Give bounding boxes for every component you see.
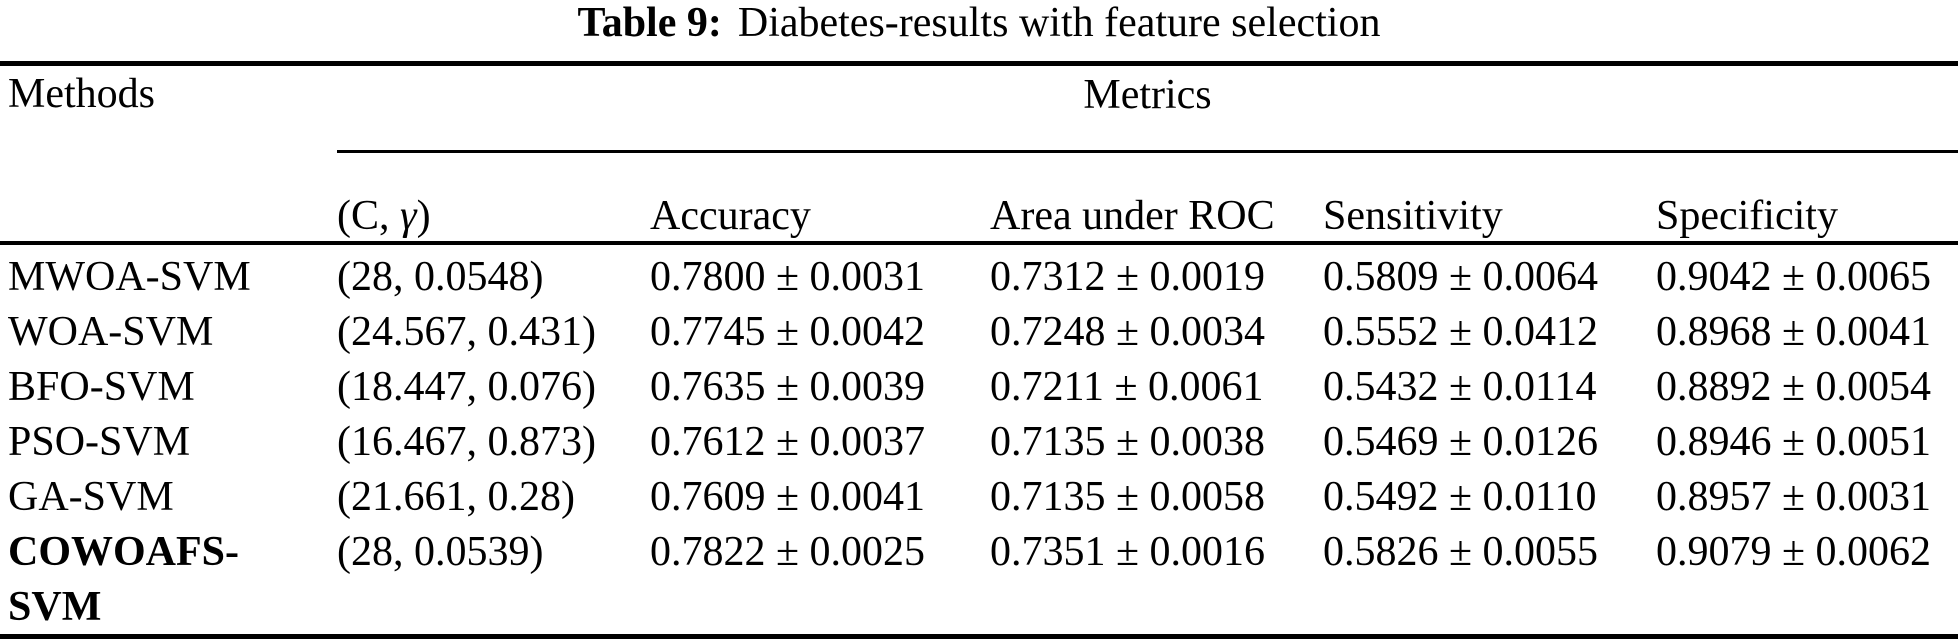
accuracy-cell: 0.7635 ± 0.0039 — [650, 364, 926, 410]
c-gamma-cell: (28, 0.0548) — [337, 254, 544, 300]
method-cell: BFO-SVM — [8, 364, 195, 410]
auc-cell: 0.7211 ± 0.0061 — [990, 364, 1264, 410]
sensitivity-cell: 0.5469 ± 0.0126 — [1323, 419, 1599, 465]
c-gamma-prefix: (C, — [337, 193, 400, 239]
specificity-cell: 0.8957 ± 0.0031 — [1656, 474, 1932, 520]
metrics-underline-rule — [337, 150, 1958, 153]
methods-column-header: Methods — [8, 71, 155, 117]
method-cell: MWOA-SVM — [8, 254, 251, 300]
auc-cell: 0.7248 ± 0.0034 — [990, 309, 1266, 355]
col-header-spacer — [0, 194, 337, 238]
col-header-specificity: Specificity — [1656, 193, 1838, 239]
table-body: MWOA-SVM (28, 0.0548) 0.7800 ± 0.0031 0.… — [0, 250, 1958, 635]
c-gamma-cell: (18.447, 0.076) — [337, 364, 596, 410]
accuracy-cell: 0.7745 ± 0.0042 — [650, 309, 926, 355]
top-rule — [0, 61, 1958, 66]
auc-cell: 0.7135 ± 0.0058 — [990, 474, 1266, 520]
method-cell: PSO-SVM — [8, 419, 191, 465]
col-header-auc: Area under ROC — [990, 193, 1275, 239]
specificity-cell: 0.8946 ± 0.0051 — [1656, 419, 1932, 465]
specificity-cell: 0.9042 ± 0.0065 — [1656, 254, 1932, 300]
sensitivity-cell: 0.5552 ± 0.0412 — [1323, 309, 1599, 355]
c-gamma-cell: (16.467, 0.873) — [337, 419, 596, 465]
col-header-sensitivity: Sensitivity — [1323, 193, 1503, 239]
method-cell: GA-SVM — [8, 474, 174, 520]
specificity-cell: 0.8968 ± 0.0041 — [1656, 309, 1932, 355]
c-gamma-suffix: ) — [416, 193, 431, 239]
table-caption: Table 9: Diabetes-results with feature se… — [0, 0, 1958, 46]
method-cell-highlighted: COWOAFS-SVM — [8, 529, 239, 630]
sensitivity-cell: 0.5492 ± 0.0110 — [1323, 474, 1597, 520]
col-header-accuracy: Accuracy — [650, 193, 811, 239]
c-gamma-cell: (21.661, 0.28) — [337, 474, 575, 520]
bottom-rule — [0, 634, 1958, 639]
auc-cell: 0.7312 ± 0.0019 — [990, 254, 1266, 300]
table-caption-text: Diabetes-results with feature selection — [737, 0, 1381, 46]
accuracy-cell: 0.7612 ± 0.0037 — [650, 419, 926, 465]
sensitivity-cell: 0.5432 ± 0.0114 — [1323, 364, 1597, 410]
col-header-c-gamma: (C, γ) — [337, 194, 650, 238]
header-separator-rule — [0, 241, 1958, 245]
accuracy-cell: 0.7609 ± 0.0041 — [650, 474, 926, 520]
specificity-cell: 0.8892 ± 0.0054 — [1656, 364, 1932, 410]
column-header-row: (C, γ) Accuracy Area under ROC Sensitivi… — [0, 194, 1958, 238]
auc-cell: 0.7135 ± 0.0038 — [990, 419, 1266, 465]
specificity-cell: 0.9079 ± 0.0062 — [1656, 529, 1932, 575]
method-cell: WOA-SVM — [8, 309, 214, 355]
auc-cell: 0.7351 ± 0.0016 — [990, 529, 1266, 575]
c-gamma-cell: (28, 0.0539) — [337, 529, 544, 575]
sensitivity-cell: 0.5809 ± 0.0064 — [1323, 254, 1599, 300]
c-gamma-cell: (24.567, 0.431) — [337, 309, 596, 355]
metrics-group-header: Metrics — [1083, 72, 1212, 118]
table-caption-number: Table 9: — [577, 0, 722, 46]
sensitivity-cell: 0.5826 ± 0.0055 — [1323, 529, 1599, 575]
accuracy-cell: 0.7822 ± 0.0025 — [650, 529, 926, 575]
gamma-symbol: γ — [400, 193, 417, 239]
accuracy-cell: 0.7800 ± 0.0031 — [650, 254, 926, 300]
